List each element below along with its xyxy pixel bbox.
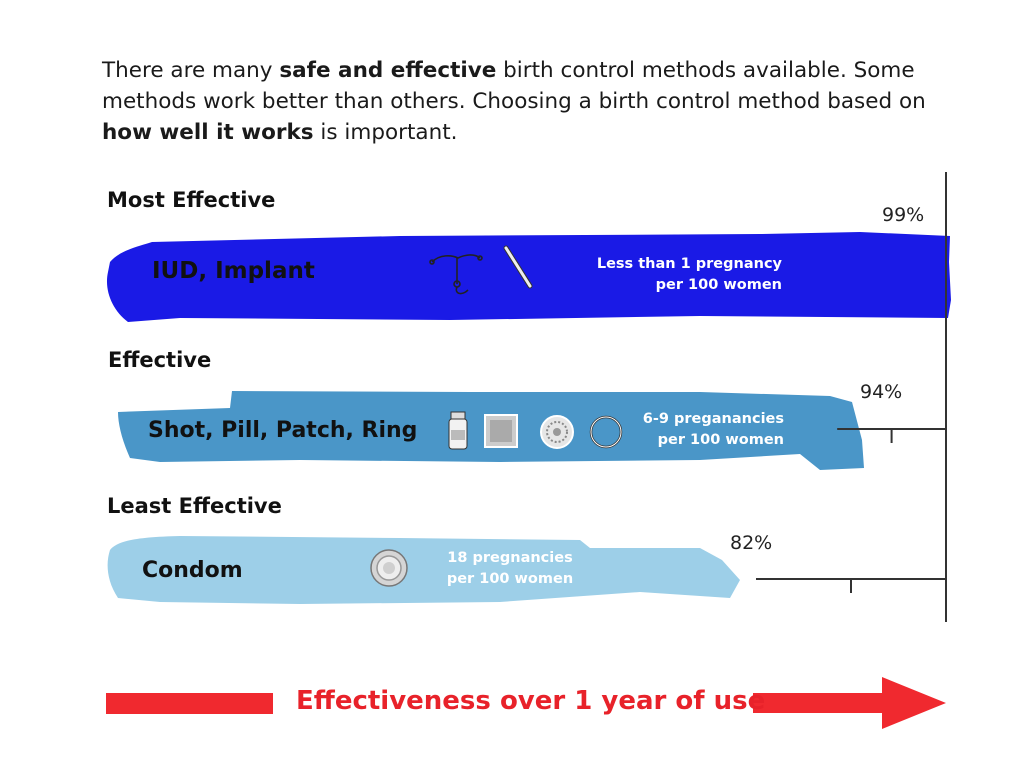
- effectiveness-value-most: 99%: [882, 204, 925, 226]
- intro-text-3: is important.: [313, 120, 458, 145]
- effectiveness-value-effective: 94%: [860, 381, 903, 403]
- rate-text-least: 18 pregnancies per 100 women: [430, 548, 590, 590]
- arrow-head-right: [753, 677, 946, 729]
- rate-line-1: 18 pregnancies: [447, 550, 573, 566]
- effectiveness-value-least: 82%: [730, 532, 773, 554]
- iud-icon: [429, 254, 483, 295]
- condom-icon: [370, 549, 408, 587]
- rate-line-2: per 100 women: [655, 277, 782, 293]
- methods-label-most: IUD, Implant: [152, 258, 315, 284]
- axis-label-effectiveness: Effectiveness over 1 year of use: [296, 686, 766, 716]
- intro-paragraph: There are many safe and effective birth …: [102, 55, 942, 148]
- tier-heading-most-effective: Most Effective: [107, 188, 276, 212]
- pill-pack-icon: [540, 415, 574, 449]
- rate-text-effective: 6-9 preganancies per 100 women: [600, 409, 784, 451]
- methods-label-effective: Shot, Pill, Patch, Ring: [148, 418, 418, 443]
- intro-bold-2: how well it works: [102, 120, 314, 145]
- intro-bold-1: safe and effective: [279, 58, 497, 83]
- rate-line-1: 6-9 preganancies: [642, 411, 784, 427]
- rate-text-most: Less than 1 pregnancy per 100 women: [560, 254, 782, 296]
- methods-label-least: Condom: [142, 558, 243, 583]
- band-least-effective: [107, 536, 741, 604]
- intro-text-1: There are many: [102, 58, 280, 83]
- patch-icon: [484, 414, 518, 448]
- rate-line-2: per 100 women: [657, 432, 784, 448]
- arrow-tail-left: [106, 693, 273, 714]
- rate-line-1: Less than 1 pregnancy: [596, 256, 782, 272]
- shot-vial-icon: [448, 411, 468, 450]
- rate-line-2: per 100 women: [446, 571, 574, 587]
- implant-icon: [503, 245, 533, 289]
- intro-text-2: birth control methods available. Some me…: [102, 58, 926, 114]
- band-most-effective: [106, 232, 952, 322]
- ring-icon: [589, 415, 623, 449]
- tier-heading-effective: Effective: [108, 348, 212, 372]
- tier-heading-least-effective: Least Effective: [107, 494, 282, 518]
